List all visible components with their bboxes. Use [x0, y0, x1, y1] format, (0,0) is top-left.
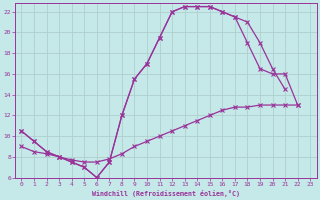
X-axis label: Windchill (Refroidissement éolien,°C): Windchill (Refroidissement éolien,°C)	[92, 190, 240, 197]
